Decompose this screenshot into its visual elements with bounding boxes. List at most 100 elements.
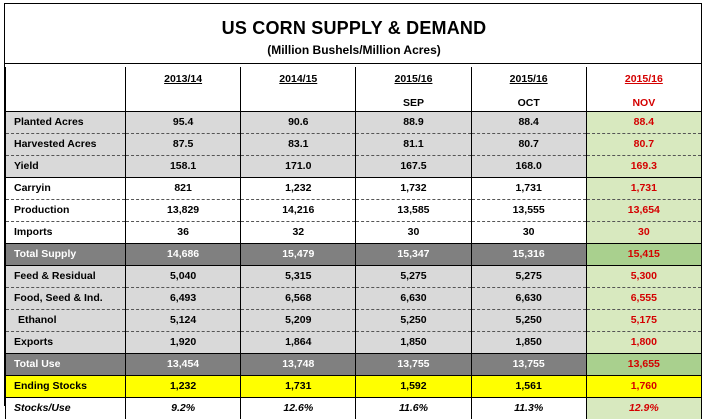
- table-cell: 13,454: [124, 353, 242, 376]
- column-header-current: 2015/16 NOV: [585, 67, 702, 112]
- table-cell: 1,732: [355, 177, 472, 200]
- row-label: Harvested Acres: [5, 133, 126, 156]
- table-cell: 15,347: [355, 243, 472, 266]
- table-cell: 167.5: [355, 155, 472, 178]
- row-label: Carryin: [5, 177, 126, 200]
- table-cell: 821: [124, 177, 242, 200]
- table-row: Food, Seed & Ind. 6,493 6,568 6,630 6,63…: [5, 287, 702, 310]
- table-cell: 5,315: [240, 265, 357, 288]
- table-cell: 12.6%: [240, 397, 357, 419]
- table-cell: 32: [240, 221, 357, 244]
- table-cell: 1,731: [470, 177, 587, 200]
- table-cell: 169.3: [585, 155, 702, 178]
- header-blank: [5, 67, 126, 112]
- table-cell: 15,316: [470, 243, 587, 266]
- row-label: Imports: [5, 221, 126, 244]
- table-cell: 6,568: [240, 287, 357, 310]
- table-cell: 6,493: [124, 287, 242, 310]
- table-cell: 14,216: [240, 199, 357, 222]
- total-row: Total Use 13,454 13,748 13,755 13,755 13…: [5, 353, 702, 376]
- table-cell: 9.2%: [124, 397, 242, 419]
- table-cell: 88.9: [355, 111, 472, 134]
- table-cell: 13,829: [124, 199, 242, 222]
- table-cell: 5,175: [585, 309, 702, 332]
- column-header: 2015/16 SEP: [355, 67, 472, 112]
- table-cell: 14,686: [124, 243, 242, 266]
- row-label: Feed & Residual: [5, 265, 126, 288]
- table-cell: 1,561: [470, 375, 587, 398]
- row-label: Food, Seed & Ind.: [5, 287, 126, 310]
- row-label: Ending Stocks: [5, 375, 126, 398]
- table-row: Production 13,829 14,216 13,585 13,555 1…: [5, 199, 702, 222]
- page-subtitle: (Million Bushels/Million Acres): [267, 43, 441, 57]
- table-cell: 13,585: [355, 199, 472, 222]
- header-row: 2013/14 2014/15 2015/16 SEP 2015/16 OCT 20…: [5, 67, 702, 112]
- table-cell: 30: [355, 221, 472, 244]
- table-cell: 1,920: [124, 331, 242, 354]
- row-label: Total Use: [5, 353, 126, 376]
- row-label: Ethanol: [5, 309, 126, 332]
- table-cell: 88.4: [585, 111, 702, 134]
- table-cell: 1,800: [585, 331, 702, 354]
- table-cell: 13,655: [585, 353, 702, 376]
- table-cell: 6,630: [355, 287, 472, 310]
- table-cell: 1,731: [585, 177, 702, 200]
- table-cell: 5,275: [355, 265, 472, 288]
- table-row: Harvested Acres 87.5 83.1 81.1 80.7 80.7: [5, 133, 702, 156]
- table-cell: 36: [124, 221, 242, 244]
- table-cell: 5,124: [124, 309, 242, 332]
- table-row: Exports 1,920 1,864 1,850 1,850 1,800: [5, 331, 702, 354]
- table-cell: 168.0: [470, 155, 587, 178]
- total-row: Total Supply 14,686 15,479 15,347 15,316…: [5, 243, 702, 266]
- table-row: Imports 36 32 30 30 30: [5, 221, 702, 244]
- table-cell: 30: [470, 221, 587, 244]
- table-cell: 12.9%: [585, 397, 702, 419]
- table-cell: 13,748: [240, 353, 357, 376]
- table-cell: 80.7: [585, 133, 702, 156]
- row-label: Yield: [5, 155, 126, 178]
- table-row: Carryin 821 1,232 1,732 1,731 1,731: [5, 177, 702, 200]
- table-row: Ethanol 5,124 5,209 5,250 5,250 5,175: [5, 309, 702, 332]
- row-label: Stocks/Use: [5, 397, 126, 419]
- page-title: US CORN SUPPLY & DEMAND: [221, 18, 487, 38]
- table-cell: 1,592: [355, 375, 472, 398]
- table-cell: 1,760: [585, 375, 702, 398]
- table-cell: 15,479: [240, 243, 357, 266]
- supply-demand-panel: US CORN SUPPLY & DEMAND (Million Bushels…: [4, 3, 702, 419]
- stocks-use-row: Stocks/Use 9.2% 12.6% 11.6% 11.3% 12.9%: [5, 397, 702, 419]
- table-cell: 158.1: [124, 155, 242, 178]
- table-cell: 6,630: [470, 287, 587, 310]
- table-cell: 11.6%: [355, 397, 472, 419]
- table-cell: 83.1: [240, 133, 357, 156]
- row-label: Exports: [5, 331, 126, 354]
- row-label: Production: [5, 199, 126, 222]
- column-header: 2015/16 OCT: [470, 67, 587, 112]
- table-cell: 87.5: [124, 133, 242, 156]
- table-cell: 5,250: [355, 309, 472, 332]
- table-cell: 5,209: [240, 309, 357, 332]
- title-divider: [5, 63, 701, 64]
- table-cell: 5,040: [124, 265, 242, 288]
- row-label: Planted Acres: [5, 111, 126, 134]
- table-cell: 5,275: [470, 265, 587, 288]
- table-cell: 81.1: [355, 133, 472, 156]
- table-cell: 1,232: [240, 177, 357, 200]
- table-cell: 13,755: [355, 353, 472, 376]
- table-cell: 95.4: [124, 111, 242, 134]
- table-cell: 5,250: [470, 309, 587, 332]
- column-header: 2013/14: [124, 67, 242, 112]
- table-row: Planted Acres 95.4 90.6 88.9 88.4 88.4: [5, 111, 702, 134]
- table-row: Feed & Residual 5,040 5,315 5,275 5,275 …: [5, 265, 702, 288]
- table-cell: 13,555: [470, 199, 587, 222]
- table-cell: 5,300: [585, 265, 702, 288]
- column-header: 2014/15: [240, 67, 357, 112]
- table-cell: 6,555: [585, 287, 702, 310]
- table-cell: 30: [585, 221, 702, 244]
- table-cell: 15,415: [585, 243, 702, 266]
- table-cell: 88.4: [470, 111, 587, 134]
- table-cell: 11.3%: [470, 397, 587, 419]
- table-cell: 171.0: [240, 155, 357, 178]
- table-cell: 90.6: [240, 111, 357, 134]
- row-label: Total Supply: [5, 243, 126, 266]
- table-cell: 80.7: [470, 133, 587, 156]
